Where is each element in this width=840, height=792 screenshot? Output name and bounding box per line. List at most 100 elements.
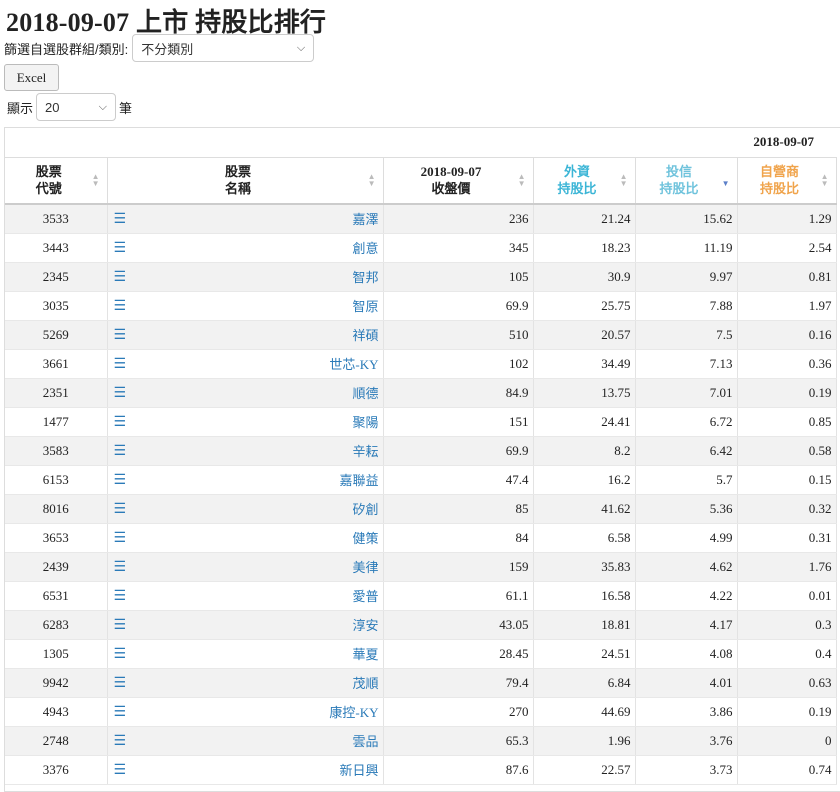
list-icon[interactable]: ☰ [113,442,127,459]
stock-name-link[interactable]: 新日興 [339,763,379,778]
foreign-ratio: 25.75 [533,291,636,321]
foreign-ratio: 13.75 [533,378,636,408]
stock-code: 3443 [5,233,108,263]
stock-code: 2748 [5,726,108,756]
stock-name-link[interactable]: 康控-KY [329,705,379,720]
row-limit-select[interactable]: 20 ⌵ [36,93,117,121]
stock-name-link[interactable]: 茂順 [352,676,379,691]
foreign-ratio: 1.96 [533,726,636,756]
stock-name-cell: ☰ 淳安 [107,610,384,640]
foreign-ratio: 21.24 [533,204,636,234]
header-dealer[interactable]: 自營商 持股比 ▲ ▼ [737,157,837,205]
header-code-line1: 股票 [35,164,62,180]
trust-ratio: 4.08 [635,639,738,669]
trust-ratio: 7.01 [635,378,738,408]
stock-code: 2439 [5,552,108,582]
sort-desc-icon: ▲▼ [721,179,730,189]
stock-name-link[interactable]: 美律 [352,560,379,575]
header-code[interactable]: 股票 代號 ▲ ▼ [5,157,108,205]
stock-name-link[interactable]: 雲品 [352,734,379,749]
header-close-line1: 2018-09-07 [420,164,482,180]
stock-name-link[interactable]: 智邦 [352,270,379,285]
stock-name-link[interactable]: 祥碩 [352,328,379,343]
dealer-ratio: 0.3 [737,610,837,640]
stock-name-link[interactable]: 淳安 [352,618,379,633]
trust-ratio: 4.22 [635,581,738,611]
stock-name-link[interactable]: 嘉澤 [352,212,379,228]
close-price: 85 [383,494,534,524]
list-icon[interactable]: ☰ [113,355,127,372]
excel-button[interactable]: Excel [4,64,59,91]
close-price: 102 [383,349,534,379]
table-row: 6283 ☰ 淳安 43.05 18.81 4.17 0.3 [5,610,837,640]
list-icon[interactable]: ☰ [113,413,127,430]
stock-name-link[interactable]: 健策 [352,531,379,546]
list-icon[interactable]: ☰ [113,645,127,662]
sort-icon: ▲ ▼ [367,172,376,189]
list-icon[interactable]: ☰ [113,471,127,488]
stock-name-link[interactable]: 辛耘 [352,444,379,459]
stock-name-cell: ☰ 矽創 [107,494,384,524]
foreign-ratio: 8.2 [533,436,636,466]
close-price: 105 [383,262,534,292]
list-icon[interactable]: ☰ [113,616,127,633]
group-header-row: 2018-09-07 [5,128,837,158]
list-icon[interactable]: ☰ [113,703,127,720]
header-name[interactable]: 股票 名稱 ▲ ▼ [107,157,384,205]
foreign-ratio: 22.57 [533,755,636,785]
list-icon[interactable]: ☰ [113,239,127,256]
stock-name-link[interactable]: 世芯-KY [329,357,379,372]
stock-name-link[interactable]: 嘉聯益 [339,473,379,488]
stock-name-link[interactable]: 聚陽 [352,415,379,430]
table-row: 2439 ☰ 美律 159 35.83 4.62 1.76 [5,552,837,582]
list-icon[interactable]: ☰ [113,500,127,517]
close-price: 510 [383,320,534,350]
stock-name-link[interactable]: 華夏 [352,647,379,662]
stock-code: 3661 [5,349,108,379]
list-icon[interactable]: ☰ [113,326,127,343]
stock-name-link[interactable]: 愛普 [352,589,379,604]
trust-ratio: 7.5 [635,320,738,350]
stock-name-cell: ☰ 辛耘 [107,436,384,466]
list-icon[interactable]: ☰ [113,674,127,691]
list-icon[interactable]: ☰ [113,558,127,575]
dealer-ratio: 0.36 [737,349,837,379]
foreign-ratio: 16.2 [533,465,636,495]
list-icon[interactable]: ☰ [113,268,127,285]
dealer-ratio: 0.4 [737,639,837,669]
stock-code: 8016 [5,494,108,524]
stock-name-cell: ☰ 世芯-KY [107,349,384,379]
category-select[interactable]: 不分類別 ⌵ [132,34,315,62]
close-price: 43.05 [383,610,534,640]
list-icon[interactable]: ☰ [113,210,127,227]
list-icon[interactable]: ☰ [113,761,127,778]
list-icon[interactable]: ☰ [113,732,127,749]
stock-name-link[interactable]: 矽創 [352,502,379,517]
header-foreign[interactable]: 外資 持股比 ▲ ▼ [533,157,636,205]
list-icon[interactable]: ☰ [113,529,127,546]
list-icon[interactable]: ☰ [113,384,127,401]
header-close-line2: 收盤價 [431,181,471,197]
close-price: 236 [383,204,534,234]
list-icon[interactable]: ☰ [113,297,127,314]
foreign-ratio: 24.41 [533,407,636,437]
stock-name-link[interactable]: 創意 [352,241,379,256]
foreign-ratio: 6.58 [533,523,636,553]
list-icon[interactable]: ☰ [113,587,127,604]
ranking-table-container[interactable]: 2018-09-07 股票 代號 ▲ ▼ 股票 名稱 ▲ ▼ 2018-09-07 收盤價… [4,127,840,792]
foreign-ratio: 41.62 [533,494,636,524]
header-close[interactable]: 2018-09-07 收盤價 ▲ ▼ [383,157,534,205]
stock-name-link[interactable]: 智原 [352,299,379,314]
stock-name-cell: ☰ 嘉聯益 [107,465,384,495]
table-row: 3376 ☰ 新日興 87.6 22.57 3.73 0.74 [5,755,837,785]
foreign-ratio: 24.51 [533,639,636,669]
stock-name-cell: ☰ 華夏 [107,639,384,669]
stock-name-link[interactable]: 順德 [352,386,379,401]
header-foreign-line2: 持股比 [557,181,597,197]
dealer-ratio: 1.76 [737,552,837,582]
close-price: 270 [383,697,534,727]
close-price: 84.9 [383,378,534,408]
limit-row: 顯示 20 ⌵ 筆 [7,93,132,121]
foreign-ratio: 34.49 [533,349,636,379]
